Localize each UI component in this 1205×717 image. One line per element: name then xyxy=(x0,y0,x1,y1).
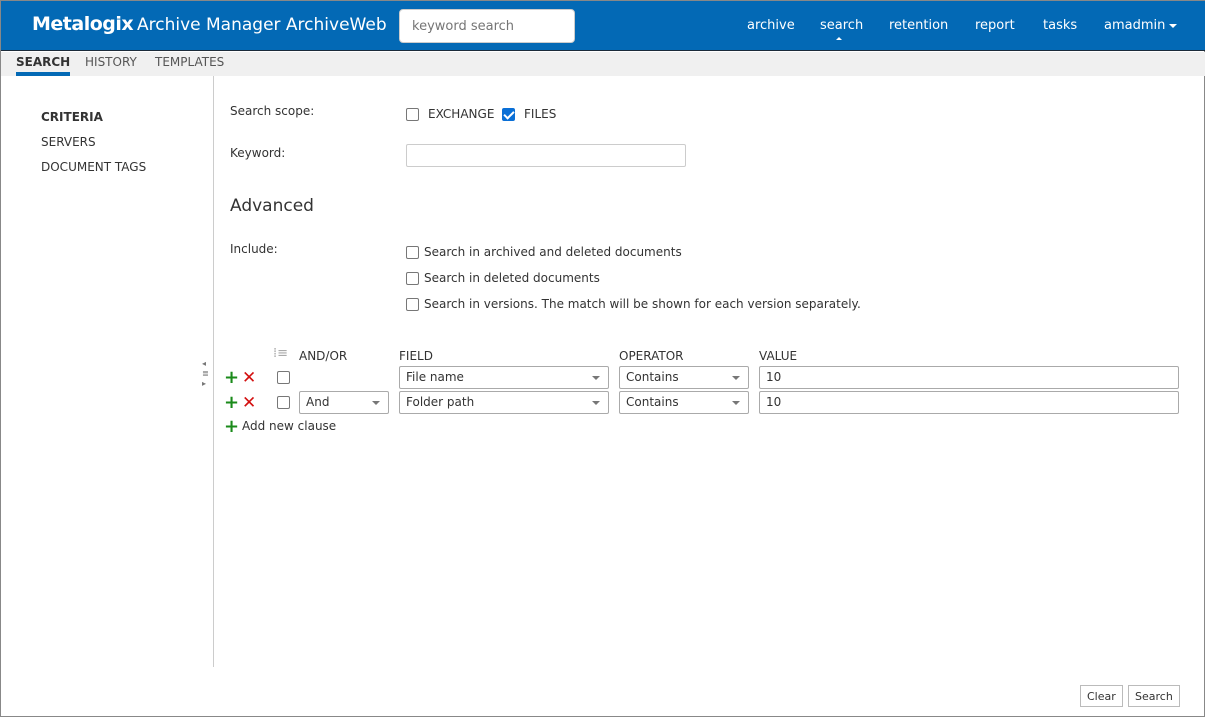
clear-button[interactable]: Clear xyxy=(1080,685,1123,707)
search-button[interactable]: Search xyxy=(1128,685,1180,707)
nav-retention[interactable]: retention xyxy=(889,18,949,33)
keyword-search-input[interactable] xyxy=(399,9,575,43)
search-scope-label: Search scope: xyxy=(230,104,315,118)
include-versions-checkbox[interactable] xyxy=(406,298,419,311)
nav-report[interactable]: report xyxy=(975,18,1015,33)
splitter-handle[interactable]: ◂ ≣ ▸ xyxy=(202,359,209,388)
col-field: FIELD xyxy=(399,349,433,363)
add-clause-icon[interactable]: + xyxy=(224,392,240,413)
delete-clause-icon[interactable]: ✕ xyxy=(242,393,257,413)
value-input[interactable]: 10 xyxy=(759,391,1179,414)
caret-down-icon xyxy=(1169,23,1178,28)
tab-search[interactable]: SEARCH xyxy=(16,55,71,76)
include-archived-deleted-checkbox[interactable] xyxy=(406,246,419,259)
advanced-heading: Advanced xyxy=(230,196,314,216)
keyword-input[interactable] xyxy=(406,144,686,167)
nav-archive[interactable]: archive xyxy=(747,18,795,33)
exchange-checkbox[interactable] xyxy=(406,108,419,121)
files-checkbox[interactable] xyxy=(502,108,515,121)
andor-select[interactable]: And xyxy=(299,391,389,414)
top-header: Metalogix Archive Manager ArchiveWeb arc… xyxy=(1,1,1205,51)
operator-select[interactable]: Contains xyxy=(619,391,749,414)
col-value: VALUE xyxy=(759,349,798,363)
list-icon[interactable]: ⁞≡ xyxy=(273,346,289,361)
include-option-label: Search in deleted documents xyxy=(424,271,600,285)
keyword-label: Keyword: xyxy=(230,146,286,160)
sub-tabs: SEARCH HISTORY TEMPLATES xyxy=(1,52,1205,76)
active-indicator-icon xyxy=(836,37,842,40)
include-option-label: Search in versions. The match will be sh… xyxy=(424,297,861,311)
exchange-label: EXCHANGE xyxy=(428,107,495,121)
add-new-clause-label: Add new clause xyxy=(242,419,337,433)
add-clause-icon[interactable]: + xyxy=(224,367,240,388)
operator-select[interactable]: Contains xyxy=(619,366,749,389)
include-deleted-checkbox[interactable] xyxy=(406,272,419,285)
row-checkbox[interactable] xyxy=(277,396,290,409)
col-andor: AND/OR xyxy=(299,349,348,363)
row-checkbox[interactable] xyxy=(277,371,290,384)
nav-search[interactable]: search xyxy=(820,18,864,33)
files-label: FILES xyxy=(524,107,557,121)
plus-icon: + xyxy=(224,416,240,437)
user-name: amadmin xyxy=(1104,18,1166,33)
metalogix-logo[interactable]: Metalogix xyxy=(32,13,134,35)
panel-divider[interactable] xyxy=(213,76,214,667)
include-label: Include: xyxy=(230,242,278,256)
sidebar-item-servers[interactable]: SERVERS xyxy=(41,135,96,149)
col-operator: OPERATOR xyxy=(619,349,684,363)
value-input[interactable]: 10 xyxy=(759,366,1179,389)
include-option-label: Search in archived and deleted documents xyxy=(424,245,682,259)
sidebar-item-criteria[interactable]: CRITERIA xyxy=(41,110,103,124)
user-menu[interactable]: amadmin xyxy=(1104,18,1178,33)
field-select[interactable]: Folder path xyxy=(399,391,609,414)
sidebar-item-document-tags[interactable]: DOCUMENT TAGS xyxy=(41,160,147,174)
tab-templates[interactable]: TEMPLATES xyxy=(155,55,225,69)
field-select[interactable]: File name xyxy=(399,366,609,389)
app-title: Archive Manager ArchiveWeb xyxy=(137,15,387,35)
nav-tasks[interactable]: tasks xyxy=(1043,18,1078,33)
delete-clause-icon[interactable]: ✕ xyxy=(242,368,257,388)
tab-history[interactable]: HISTORY xyxy=(85,55,137,69)
